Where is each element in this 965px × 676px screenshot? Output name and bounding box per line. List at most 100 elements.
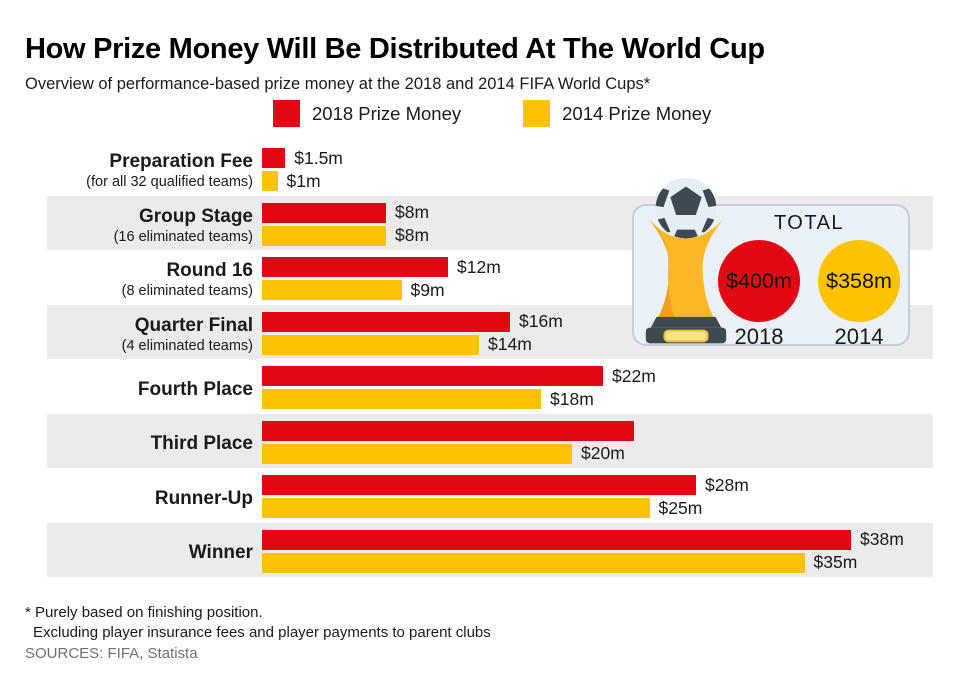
legend-label-2018: 2018 Prize Money — [312, 102, 462, 124]
category-name: Winner — [188, 542, 253, 564]
bar-2018 — [262, 202, 386, 223]
bar-value-label: $25m — [658, 497, 703, 518]
bar-value-label: $18m — [550, 388, 594, 409]
total-value-2018: $400m — [726, 268, 792, 293]
total-item-2018: $400m 2018 — [718, 240, 800, 350]
total-year-2014: 2014 — [834, 324, 884, 349]
category-name: Round 16 — [166, 260, 253, 282]
total-value-2014: $358m — [826, 268, 892, 293]
bar-group: $38m $35m — [262, 529, 933, 578]
footnote-line-2: Excluding player insurance fees and play… — [33, 624, 491, 641]
bar-line: $9m — [262, 280, 933, 300]
bar-value-label: $9m — [410, 279, 445, 300]
bar-value-label: $8m — [395, 202, 430, 222]
legend-item-2014: 2014 Prize Money — [523, 100, 711, 127]
category-name: Preparation Fee — [109, 151, 253, 173]
bar-value-label: $8m — [395, 225, 430, 245]
legend-label-2014: 2014 Prize Money — [562, 102, 712, 124]
chart-row: Runner-Up $28m $25m — [47, 468, 933, 523]
bar-value-label: $35m — [813, 552, 858, 572]
sources: SOURCES: FIFA, Statista — [25, 645, 198, 662]
bar-value-label: $16m — [519, 311, 563, 331]
bar-2014 — [262, 389, 541, 409]
chart-row: Round 16 (8 eliminated teams) $12m $9m — [47, 250, 933, 305]
category-name: Third Place — [150, 433, 253, 455]
bar-2018 — [262, 420, 634, 441]
category-label: Fourth Place — [47, 359, 253, 414]
bar-line: $18m — [262, 389, 933, 409]
bar-2014 — [262, 552, 805, 573]
category-label: Preparation Fee (for all 32 qualified tea… — [47, 141, 253, 196]
total-circles: $400m 2018 $358m 2014 — [718, 240, 900, 350]
category-subtext: (for all 32 qualified teams) — [86, 174, 253, 191]
category-name: Runner-Up — [154, 487, 253, 509]
category-subtext: (4 eliminated teams) — [121, 337, 253, 354]
category-name: Group Stage — [138, 205, 253, 227]
chart-subtitle: Overview of performance-based prize mone… — [25, 74, 651, 93]
bar-2018 — [262, 311, 510, 332]
bar-group: $1.5m $1m — [262, 148, 933, 196]
category-label: Winner — [47, 523, 253, 578]
category-label: Runner-Up — [47, 468, 253, 523]
legend: 2018 Prize Money 2014 Prize Money — [273, 100, 711, 127]
bar-value-label: $22m — [612, 365, 656, 386]
bar-line: $16m — [262, 311, 933, 332]
bar-value-label: $1.5m — [294, 147, 343, 168]
bar-2018 — [262, 475, 696, 495]
bar-line: $1.5m — [262, 148, 933, 168]
bar-line: $8m — [262, 202, 933, 223]
legend-swatch-2018-icon — [273, 100, 300, 127]
bar-2014 — [262, 225, 386, 246]
bar-value-label: $38m — [860, 529, 904, 549]
bar-group: $12m $9m — [262, 257, 933, 305]
bar-group: $16m $14m — [262, 311, 933, 360]
total-item-2014: $358m 2014 — [818, 240, 900, 350]
total-circle-2014: $358m — [818, 240, 900, 322]
bar-group: $28m $25m — [262, 475, 933, 523]
total-year-2018: 2018 — [734, 324, 784, 349]
legend-swatch-2014-icon — [523, 100, 551, 127]
bar-group: $20m — [262, 420, 933, 469]
bar-line: $8m — [262, 225, 933, 246]
bar-value-label: $14m — [488, 334, 532, 354]
bar-2018 — [262, 366, 603, 386]
category-label: Round 16 (8 eliminated teams) — [47, 250, 253, 305]
chart-row: Winner $38m $35m — [47, 522, 933, 578]
bar-line: $1m — [262, 171, 933, 191]
bar-line: $35m — [262, 552, 933, 573]
bar-line: $38m — [262, 529, 933, 550]
total-circle-2018: $400m — [718, 240, 800, 322]
category-label: Third Place — [47, 414, 253, 469]
bar-group: $22m $18m — [262, 366, 933, 414]
bar-line: $28m — [262, 475, 933, 495]
bar-line: $12m — [262, 257, 933, 277]
total-heading: TOTAL — [773, 212, 845, 234]
chart-row: Third Place $20m — [47, 413, 933, 469]
bar-2018 — [262, 257, 448, 277]
category-subtext: (16 eliminated teams) — [113, 228, 253, 245]
bar-group: $8m $8m — [262, 202, 933, 251]
page-title: How Prize Money Will Be Distributed At T… — [25, 33, 765, 66]
category-name: Fourth Place — [137, 378, 253, 400]
category-subtext: (8 eliminated teams) — [121, 283, 253, 300]
bar-line: $25m — [262, 498, 933, 518]
world-cup-trophy-icon — [645, 177, 727, 344]
bar-2014 — [262, 443, 572, 464]
bar-2014 — [262, 498, 650, 518]
legend-item-2018: 2018 Prize Money — [273, 100, 461, 127]
category-name: Quarter Final — [134, 314, 253, 336]
bar-value-label: $1m — [286, 170, 321, 191]
category-label: Quarter Final (4 eliminated teams) — [47, 305, 253, 360]
bar-2014 — [262, 334, 479, 355]
bar-value-label: $12m — [457, 256, 501, 277]
bar-value-label: $28m — [705, 474, 749, 495]
bar-line: $22m — [262, 366, 933, 386]
footnote: * Purely based on finishing position. Ex… — [25, 603, 725, 643]
category-label: Group Stage (16 eliminated teams) — [47, 196, 253, 251]
bar-2014 — [262, 280, 402, 300]
bar-line — [262, 420, 933, 441]
bar-line: $20m — [262, 443, 933, 464]
bar-2018 — [262, 529, 851, 550]
chart-row: Preparation Fee (for all 32 qualified tea… — [47, 141, 933, 196]
bar-value-label: $20m — [581, 443, 625, 463]
